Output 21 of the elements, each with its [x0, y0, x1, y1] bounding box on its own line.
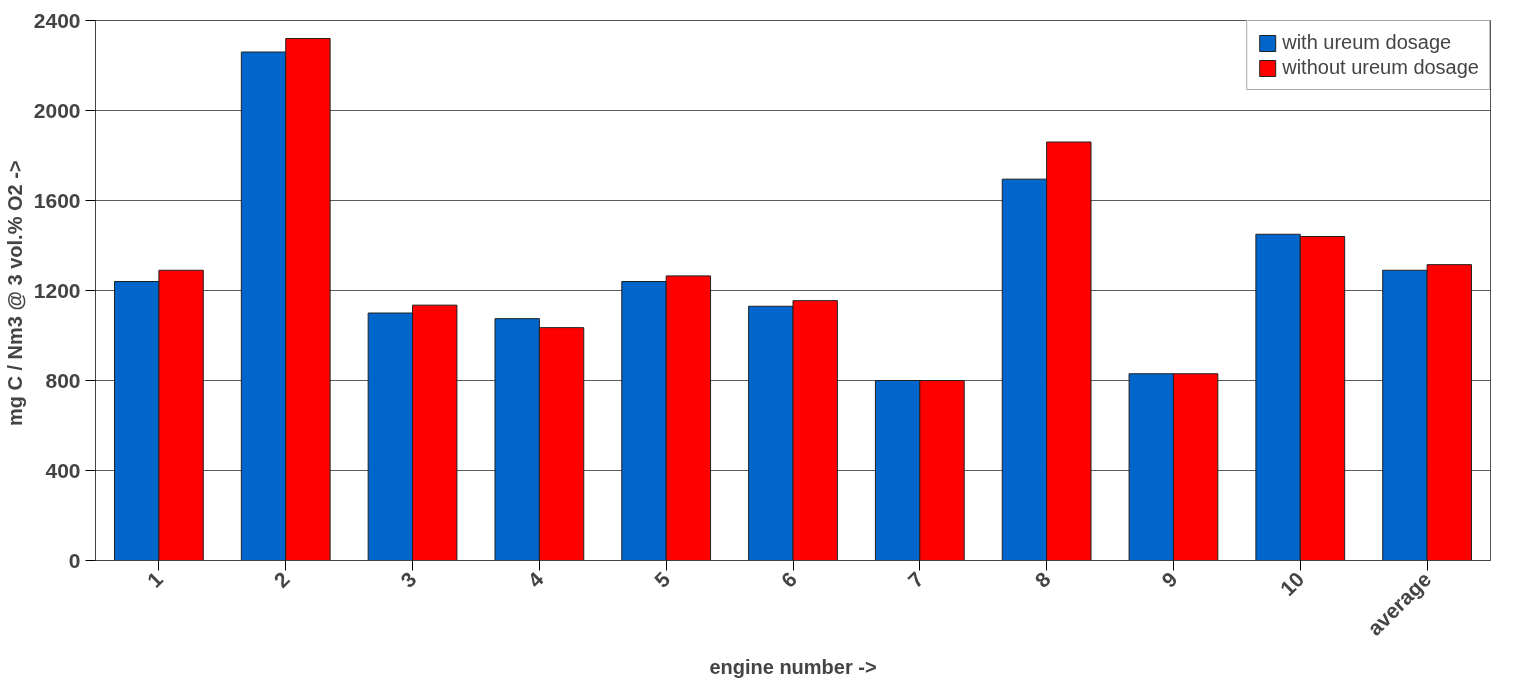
x-tick-label: 6 [776, 567, 802, 592]
x-tick-label: 1 [142, 567, 168, 592]
y-axis-title: mg C / Nm3 @ 3 vol.% O2 -> [3, 160, 26, 427]
x-tick-label: 3 [396, 567, 421, 592]
y-tick-label: 0 [68, 548, 81, 572]
x-tick-label: 2 [269, 567, 294, 592]
y-tick-label: 1200 [33, 278, 81, 302]
y-tick-label: 400 [45, 458, 81, 482]
x-tick-label: 8 [1030, 567, 1055, 592]
x-tick-label: 7 [903, 567, 928, 592]
x-tick-label: 4 [522, 567, 548, 592]
legend-label: without ureum dosage [1282, 56, 1479, 79]
y-tick-label: 2400 [33, 8, 81, 32]
y-tick-label: 1600 [33, 188, 81, 212]
x-tick-label: 9 [1157, 567, 1182, 592]
x-tick-label: 10 [1275, 567, 1309, 601]
x-tick-label: 5 [649, 567, 675, 592]
y-tick-label: 800 [45, 368, 81, 392]
x-axis-title: engine number -> [709, 655, 877, 678]
legend-label: with ureum dosage [1282, 31, 1452, 54]
y-tick-label: 2000 [33, 98, 81, 122]
